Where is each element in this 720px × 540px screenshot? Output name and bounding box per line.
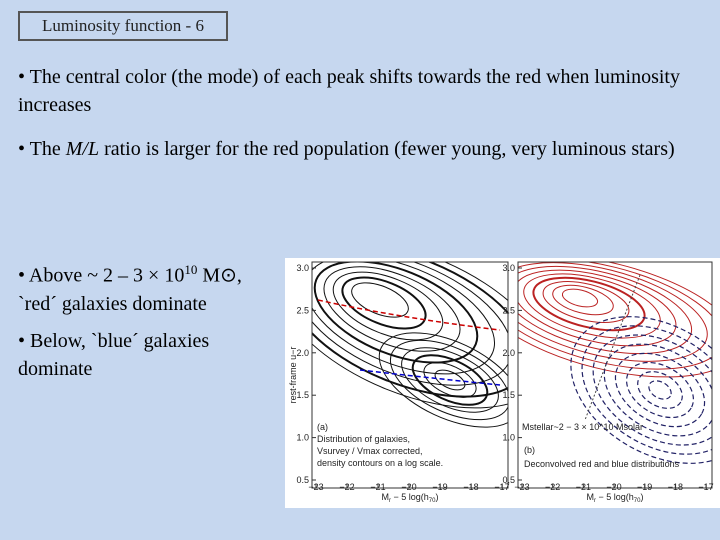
contour bbox=[323, 266, 461, 352]
y-tick-label: 1.0 bbox=[296, 433, 309, 443]
axes-b bbox=[517, 261, 713, 489]
y-tick-label: 2.5 bbox=[296, 305, 309, 315]
t: M bbox=[382, 492, 390, 502]
contour bbox=[625, 361, 695, 419]
caption: Deconvolved red and blue distributions bbox=[524, 459, 680, 469]
y-tick-label: 1.0 bbox=[502, 433, 515, 443]
t: 70 bbox=[429, 498, 436, 504]
contour bbox=[552, 284, 614, 316]
caption: Vsurvey / Vmax corrected, bbox=[317, 446, 423, 456]
divider bbox=[584, 274, 641, 421]
contour bbox=[518, 262, 712, 378]
t: M bbox=[587, 492, 595, 502]
y-tick-label: 2.5 bbox=[502, 305, 515, 315]
contour bbox=[614, 352, 706, 428]
bullet: • The M/L ratio is larger for the red po… bbox=[18, 135, 698, 163]
contour bbox=[542, 281, 630, 323]
y-tick-label: 3.0 bbox=[296, 263, 309, 273]
slide-title: Luminosity function - 6 bbox=[18, 11, 228, 41]
contour bbox=[389, 339, 508, 421]
contour bbox=[351, 282, 409, 318]
t: 70 bbox=[634, 498, 641, 504]
contour bbox=[561, 288, 599, 308]
contour bbox=[518, 262, 712, 370]
t: − 5 log(h bbox=[596, 492, 634, 502]
panel-tag: (a) bbox=[317, 422, 328, 432]
contour bbox=[570, 316, 712, 464]
y-tick-label: 0.5 bbox=[296, 475, 309, 485]
t: ) bbox=[640, 492, 643, 502]
contour bbox=[312, 262, 508, 398]
x-label: Mr − 5 log(h70) bbox=[587, 492, 644, 504]
contour bbox=[637, 371, 683, 409]
contour bbox=[518, 265, 693, 355]
contour bbox=[518, 269, 677, 347]
contour bbox=[401, 347, 499, 413]
panel-tag: (b) bbox=[524, 445, 535, 455]
contour bbox=[312, 262, 496, 375]
ridge bbox=[317, 299, 501, 331]
caption: Distribution of galaxies, bbox=[317, 434, 410, 444]
y-tick-label: 0.5 bbox=[502, 475, 515, 485]
y-tick-label: 1.5 bbox=[296, 390, 309, 400]
bullet: • Below, `blue´ galaxies dominate bbox=[18, 330, 210, 380]
text: • Above ~ 2 – 3 × 10 bbox=[18, 264, 185, 287]
contour bbox=[312, 262, 508, 409]
contours-a bbox=[312, 262, 508, 428]
text: `red´ galaxies dominate bbox=[18, 292, 207, 315]
caption: density contours on a log scale. bbox=[317, 458, 443, 468]
y-tick-label: 3.0 bbox=[502, 263, 515, 273]
y-tick-label: 2.0 bbox=[296, 348, 309, 358]
contour bbox=[312, 262, 508, 386]
t: r bbox=[389, 498, 391, 504]
contour bbox=[648, 380, 672, 400]
text: • The bbox=[18, 138, 66, 160]
t: ) bbox=[435, 492, 438, 502]
x-label: Mr − 5 log(h70) bbox=[382, 492, 439, 504]
y-label: rest-frame u−r bbox=[288, 347, 298, 404]
bullet: • The central color (the mode) of each p… bbox=[18, 66, 680, 116]
text: 10 bbox=[184, 262, 198, 277]
contour bbox=[423, 362, 477, 398]
contour bbox=[411, 354, 489, 406]
contour bbox=[434, 369, 466, 391]
text: M⊙, bbox=[197, 264, 242, 287]
y-tick-label: 2.0 bbox=[502, 348, 515, 358]
axes-a bbox=[311, 261, 509, 489]
text: M/L bbox=[65, 138, 100, 160]
text: ratio is larger for the red population (… bbox=[99, 138, 675, 160]
bullet: • Above ~ 2 – 3 × 1010 M⊙, `red´ galaxies… bbox=[18, 256, 308, 318]
t: − 5 log(h bbox=[391, 492, 429, 502]
contour bbox=[581, 325, 712, 455]
contour bbox=[332, 271, 444, 341]
contour bbox=[378, 332, 508, 428]
annotation: Mstellar~2 − 3 × 10^10 Msolar bbox=[522, 422, 643, 432]
figure-bg bbox=[285, 258, 720, 508]
contour bbox=[523, 273, 661, 339]
t: r bbox=[594, 498, 596, 504]
y-tick-label: 1.5 bbox=[502, 390, 515, 400]
contour bbox=[518, 262, 708, 362]
